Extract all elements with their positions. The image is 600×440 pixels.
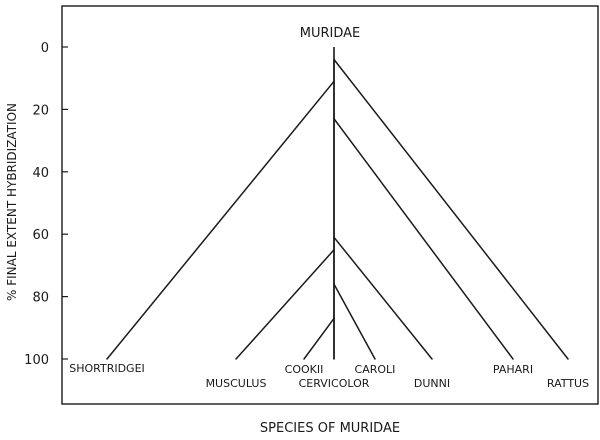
plot-frame xyxy=(61,5,599,405)
y-tick-label-100: 100 xyxy=(24,353,49,368)
y-tick-label-20: 20 xyxy=(32,103,49,118)
y-tick-label-40: 40 xyxy=(32,166,49,181)
leaf-label-pahari: PAHARI xyxy=(493,363,533,376)
branch-shortridgei-split-to-shortridgei xyxy=(106,80,335,360)
branch-caroli-split-to-caroli xyxy=(333,283,376,360)
branch-rattus-split-to-rattus xyxy=(333,58,569,360)
chart-title: MURIDAE xyxy=(300,26,361,41)
leaf-label-musculus: MUSCULUS xyxy=(206,377,267,390)
y-tick-label-60: 60 xyxy=(32,228,49,243)
branch-musculus-split-to-musculus xyxy=(235,249,335,360)
species-labels: SHORTRIDGEI MUSCULUS COOKIICERVICOLORCAROL… xyxy=(69,362,589,390)
leaf-label-dunni: DUNNI xyxy=(414,377,450,390)
y-axis-ticks: 0 20 40 60 80 100 xyxy=(24,41,68,368)
branch-pahari-split-to-pahari xyxy=(333,118,514,360)
leaf-label-shortridgei: SHORTRIDGEI xyxy=(69,362,145,375)
leaf-label-rattus: RATTUS xyxy=(547,377,589,390)
branch-dunni-split-to-dunni xyxy=(333,236,433,360)
leaf-label-cookii: COOKII xyxy=(285,363,324,376)
leaf-label-cervicolor: CERVICOLOR xyxy=(299,377,370,390)
x-axis-label: SPECIES OF MURIDAE xyxy=(260,421,400,436)
dendrogram-branches xyxy=(106,47,569,360)
leaf-label-caroli: CAROLI xyxy=(355,363,396,376)
y-tick-label-0: 0 xyxy=(41,41,49,56)
branch-cookii-split-to-cookii xyxy=(303,317,335,360)
y-axis-label: % FINAL EXTENT HYBRIDIZATION xyxy=(5,103,19,301)
y-tick-label-80: 80 xyxy=(32,291,49,306)
